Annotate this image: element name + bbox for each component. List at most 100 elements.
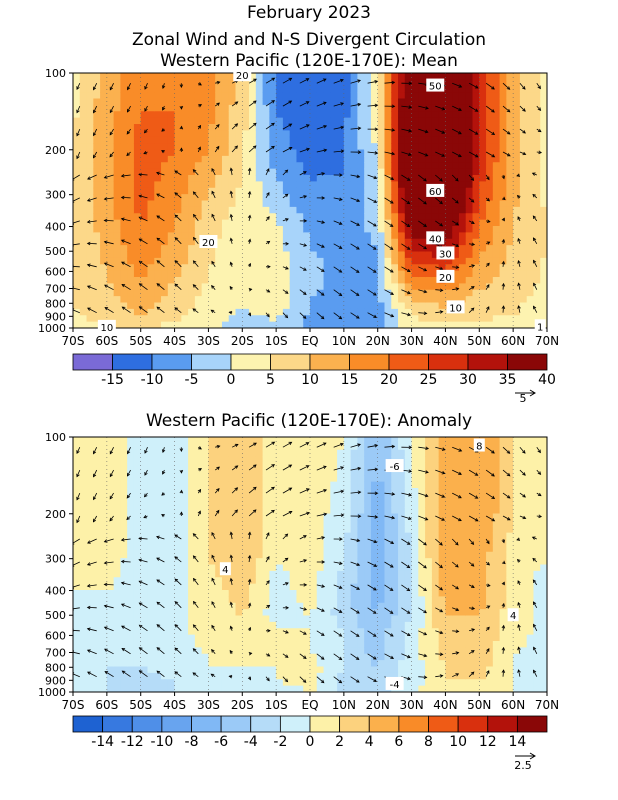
wind-cell [540, 73, 547, 80]
wind-cell [86, 264, 94, 272]
wind-cell [221, 85, 230, 93]
wind-cell [73, 283, 81, 291]
wind-cell [540, 206, 547, 214]
wind-cell [221, 143, 230, 151]
wind-cell [100, 551, 108, 559]
wind-cell [337, 143, 345, 151]
wind-cell [533, 79, 541, 87]
vector-head [320, 292, 325, 296]
wind-cell [79, 136, 88, 144]
vector-shaft [109, 151, 114, 158]
wind-cell [201, 264, 210, 272]
wind-cell [391, 155, 399, 163]
wind-cell [296, 685, 304, 692]
wind-cell [404, 264, 413, 272]
wind-cell [120, 149, 128, 157]
wind-cell [167, 136, 176, 144]
wind-cell [154, 308, 162, 316]
wind-cell [249, 130, 257, 138]
wind-cell [174, 519, 182, 527]
wind-cell [357, 270, 365, 278]
wind-cell [310, 181, 318, 189]
wind-cell [188, 468, 196, 476]
wind-cell [425, 104, 433, 112]
wind-cell [269, 124, 277, 131]
wind-cell [513, 155, 521, 163]
wind-cell [161, 270, 169, 278]
wind-cell [492, 200, 501, 208]
wind-cell [93, 564, 101, 572]
vector-shaft [485, 151, 495, 158]
vector-shaft [452, 266, 459, 268]
wind-cell [310, 468, 318, 476]
wind-cell [208, 302, 216, 310]
wind-cell [296, 289, 304, 297]
wind-cell [127, 270, 135, 278]
wind-cell [73, 602, 81, 610]
wind-cell [370, 111, 379, 119]
colorbar-swatch [72, 353, 113, 371]
wind-cell [499, 124, 507, 131]
wind-cell [167, 226, 176, 233]
wind-cell [127, 679, 135, 687]
wind-cell [167, 283, 176, 291]
wind-cell [269, 130, 277, 138]
wind-cell [194, 513, 203, 521]
wind-cell [513, 175, 521, 182]
wind-cell [540, 238, 547, 246]
vector-head [266, 168, 270, 172]
wind-cell [262, 308, 270, 316]
wind-cell [79, 500, 88, 508]
wind-cell [384, 200, 392, 208]
wind-cell [296, 187, 304, 195]
wind-cell [519, 226, 528, 233]
wind-cell [113, 462, 121, 470]
wind-cell [269, 117, 277, 125]
wind-cell [93, 653, 101, 661]
wind-cell [86, 519, 94, 527]
wind-cell [492, 130, 501, 138]
wind-cell [282, 283, 291, 291]
wind-cell [242, 653, 250, 661]
wind-cell [519, 92, 528, 100]
wind-cell [276, 679, 284, 687]
wind-cell [438, 302, 447, 310]
wind-cell [282, 277, 291, 284]
wind-cell [167, 117, 176, 125]
wind-cell [303, 577, 311, 585]
vector-head [516, 195, 521, 199]
wind-cell [289, 181, 298, 189]
wind-cell [242, 85, 250, 93]
wind-cell [479, 181, 487, 189]
vector-shaft [121, 261, 131, 268]
wind-cell [201, 251, 210, 259]
wind-cell [249, 666, 257, 674]
wind-cell [181, 175, 189, 182]
wind-cell [323, 155, 331, 163]
wind-cell [377, 283, 386, 291]
wind-cell [133, 238, 142, 246]
wind-cell [465, 149, 474, 157]
wind-cell [364, 321, 372, 328]
wind-cell [235, 583, 243, 591]
wind-cell [154, 641, 162, 648]
wind-cell [330, 187, 338, 195]
wind-cell [113, 558, 121, 566]
wind-cell [120, 583, 128, 591]
wind-cell [147, 289, 155, 297]
vector-head [471, 220, 475, 224]
wind-cell [181, 232, 189, 240]
wind-cell [425, 296, 433, 304]
wind-cell [296, 124, 304, 131]
wind-cell [113, 545, 121, 553]
wind-cell [181, 251, 189, 259]
wind-cell [364, 296, 372, 304]
wind-cell [249, 609, 257, 617]
wind-cell [133, 111, 142, 119]
wind-cell [93, 283, 101, 291]
wind-cell [127, 155, 135, 163]
wind-cell [276, 104, 284, 112]
wind-cell [181, 289, 189, 297]
wind-cell [100, 283, 108, 291]
wind-cell [201, 481, 210, 489]
